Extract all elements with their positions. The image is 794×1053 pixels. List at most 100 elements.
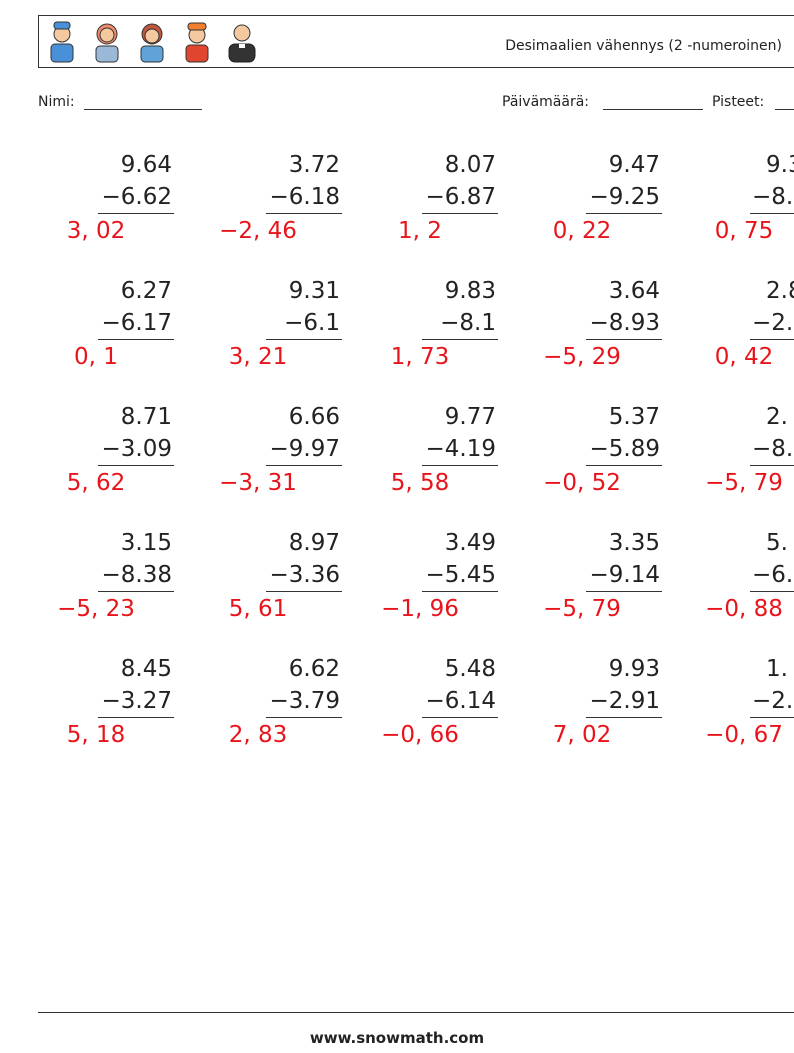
- answer: 2, 83: [228, 722, 288, 748]
- subtrahend: −2.: [752, 688, 794, 714]
- minuend: 5.37: [608, 404, 660, 430]
- subtrahend: −6.1: [284, 310, 340, 336]
- answer: 1, 2: [398, 218, 442, 244]
- subtrahend: −6.87: [425, 184, 496, 210]
- underline: [266, 213, 342, 214]
- subtrahend: −3.79: [269, 688, 340, 714]
- avatars: [50, 21, 256, 63]
- subtrahend: −8.: [752, 436, 794, 462]
- answer: −5, 79: [543, 596, 621, 622]
- minuend: 9.77: [444, 404, 496, 430]
- answer: 0, 75: [714, 218, 774, 244]
- underline: [586, 339, 662, 340]
- subtrahend: −6.14: [425, 688, 496, 714]
- answer: 1, 73: [390, 344, 450, 370]
- minuend: 8.07: [444, 152, 496, 178]
- subtrahend: −2.91: [589, 688, 660, 714]
- underline: [586, 465, 662, 466]
- minuend: 6.27: [120, 278, 172, 304]
- subtrahend: −6.17: [101, 310, 172, 336]
- subtrahend: −9.14: [589, 562, 660, 588]
- subtrahend: −6.62: [101, 184, 172, 210]
- underline: [266, 339, 342, 340]
- answer: −0, 66: [381, 722, 459, 748]
- minuend: 2.8: [766, 278, 794, 304]
- subtrahend: −2.4: [752, 310, 794, 336]
- minuend: 5.48: [444, 656, 496, 682]
- minuend: 6.66: [288, 404, 340, 430]
- subtrahend: −3.27: [101, 688, 172, 714]
- answer: −0, 88: [705, 596, 783, 622]
- answer: −5, 23: [57, 596, 135, 622]
- answer: −5, 29: [543, 344, 621, 370]
- answer: 0, 1: [74, 344, 118, 370]
- underline: [266, 591, 342, 592]
- subtrahend: −8.5: [752, 184, 794, 210]
- underline: [422, 717, 498, 718]
- underline: [586, 213, 662, 214]
- underline: [266, 465, 342, 466]
- underline: [750, 465, 794, 466]
- underline: [586, 717, 662, 718]
- answer: −3, 31: [219, 470, 297, 496]
- answer: 0, 42: [714, 344, 774, 370]
- minuend: 9.31: [288, 278, 340, 304]
- minuend: 3.35: [608, 530, 660, 556]
- header-box: [38, 15, 794, 68]
- answer: 3, 02: [66, 218, 126, 244]
- underline: [98, 213, 174, 214]
- minuend: 3.72: [288, 152, 340, 178]
- subtrahend: −8.38: [101, 562, 172, 588]
- footer-url: www.snowmath.com: [309, 1029, 485, 1047]
- subtrahend: −3.09: [101, 436, 172, 462]
- footer-line: [38, 1012, 794, 1013]
- minuend: 2.: [766, 404, 788, 430]
- answer: 0, 22: [552, 218, 612, 244]
- subtrahend: −8.1: [440, 310, 496, 336]
- subtrahend: −8.93: [589, 310, 660, 336]
- underline: [98, 465, 174, 466]
- minuend: 8.45: [120, 656, 172, 682]
- subtrahend: −6.18: [269, 184, 340, 210]
- answer: −0, 67: [705, 722, 783, 748]
- subtrahend: −4.19: [425, 436, 496, 462]
- subtrahend: −5.45: [425, 562, 496, 588]
- underline: [422, 339, 498, 340]
- name-label: Nimi:: [38, 94, 75, 110]
- name-line: [84, 109, 202, 110]
- underline: [750, 213, 794, 214]
- answer: 7, 02: [552, 722, 612, 748]
- underline: [422, 465, 498, 466]
- minuend: 3.49: [444, 530, 496, 556]
- minuend: 9.64: [120, 152, 172, 178]
- answer: 5, 58: [390, 470, 450, 496]
- minuend: 1.: [766, 656, 788, 682]
- minuend: 9.83: [444, 278, 496, 304]
- minuend: 5.: [766, 530, 788, 556]
- underline: [266, 717, 342, 718]
- answer: 5, 61: [228, 596, 288, 622]
- minuend: 3.64: [608, 278, 660, 304]
- underline: [586, 591, 662, 592]
- subtrahend: −6.: [752, 562, 794, 588]
- underline: [750, 339, 794, 340]
- answer: −2, 46: [219, 218, 297, 244]
- underline: [750, 591, 794, 592]
- underline: [422, 213, 498, 214]
- underline: [98, 339, 174, 340]
- underline: [98, 717, 174, 718]
- title: Desimaalien vähennys (2 -numeroinen): [505, 38, 782, 54]
- subtrahend: −9.25: [589, 184, 660, 210]
- answer: 5, 18: [66, 722, 126, 748]
- date-label: Päivämäärä:: [502, 94, 589, 110]
- minuend: 9.93: [608, 656, 660, 682]
- underline: [422, 591, 498, 592]
- answer: −1, 96: [381, 596, 459, 622]
- minuend: 9.3: [766, 152, 794, 178]
- answer: 3, 21: [228, 344, 288, 370]
- answer: 5, 62: [66, 470, 126, 496]
- minuend: 3.15: [120, 530, 172, 556]
- minuend: 9.47: [608, 152, 660, 178]
- subtrahend: −3.36: [269, 562, 340, 588]
